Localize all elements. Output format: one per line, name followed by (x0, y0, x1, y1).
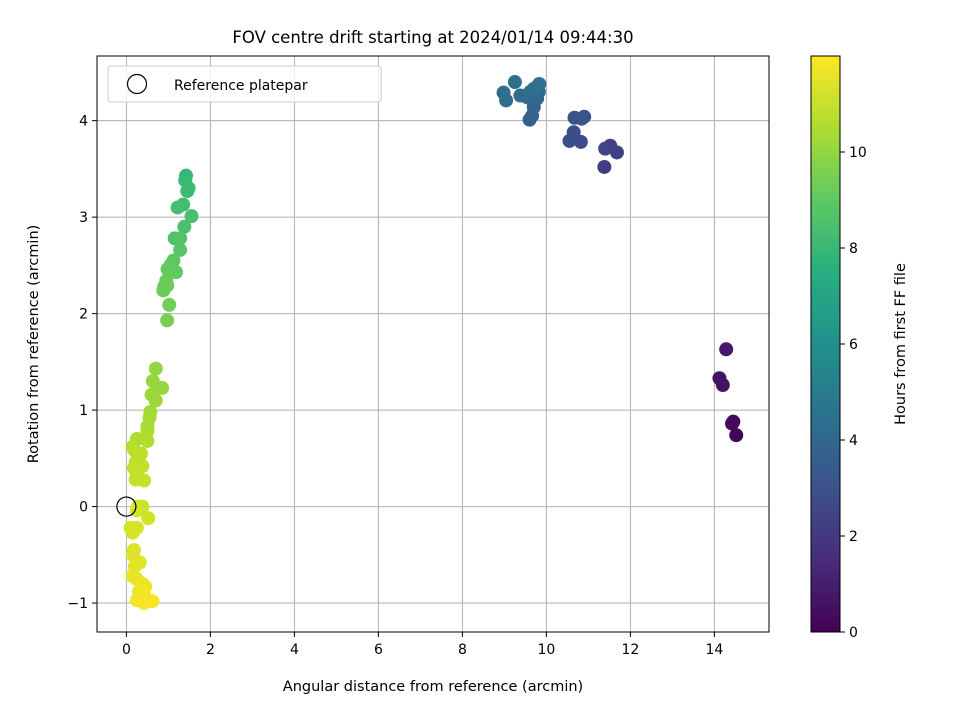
y-axis-ticks: −1 0 1 2 3 4 (67, 114, 97, 612)
x-tick-label: 14 (705, 642, 723, 658)
data-point (125, 525, 140, 540)
legend: Reference platepar (107, 65, 382, 103)
plot-frame (96, 55, 770, 633)
x-tick-label: 0 (122, 642, 131, 658)
chart-title: FOV centre drift starting at 2024/01/14 … (232, 28, 633, 47)
data-point (180, 184, 195, 199)
grid-lines (97, 56, 769, 632)
data-point (597, 159, 612, 174)
data-point (148, 361, 163, 376)
x-axis-label: Angular distance from reference (arcmin) (283, 679, 583, 695)
data-point (137, 596, 152, 611)
data-point (715, 378, 730, 393)
y-tick-label: 0 (79, 500, 88, 516)
y-tick-label: 2 (79, 307, 88, 323)
data-point (573, 134, 588, 149)
y-tick-label: 3 (79, 210, 88, 226)
y-axis-label: Rotation from reference (arcmin) (26, 225, 42, 464)
data-point (141, 511, 156, 526)
x-tick-label: 12 (621, 642, 639, 658)
data-point (574, 111, 589, 126)
colorbar-tick-label: 10 (849, 145, 867, 161)
legend-box (107, 65, 382, 103)
x-tick-label: 2 (206, 642, 215, 658)
data-point (177, 219, 192, 234)
colorbar-tick-label: 4 (849, 433, 858, 449)
data-point (148, 393, 163, 408)
data-point (496, 85, 511, 100)
data-point (725, 416, 740, 431)
y-tick-label: 4 (79, 114, 88, 130)
data-point (526, 81, 541, 96)
data-point (566, 125, 581, 140)
colorbar-tick-label: 2 (849, 529, 858, 545)
x-tick-label: 10 (537, 642, 555, 658)
colorbar: 0 2 4 6 8 10 Hours from first FF file (810, 55, 909, 641)
x-tick-label: 8 (458, 642, 467, 658)
x-tick-label: 4 (290, 642, 299, 658)
data-point (598, 141, 613, 156)
colorbar-tick-label: 6 (849, 337, 858, 353)
data-point (173, 231, 188, 246)
data-point (129, 503, 144, 518)
reference-platepar-marker (116, 496, 137, 517)
data-point (184, 209, 199, 224)
x-tick-label: 6 (374, 642, 383, 658)
legend-label: Reference platepar (174, 78, 308, 94)
y-tick-label: −1 (67, 596, 88, 612)
data-point (170, 200, 185, 215)
legend-marker-circle-icon (126, 73, 148, 95)
colorbar-tick-label: 0 (849, 625, 858, 641)
data-point (719, 342, 734, 357)
data-point (162, 297, 177, 312)
colorbar-label: Hours from first FF file (893, 263, 909, 425)
data-point (156, 283, 171, 298)
data-points (116, 75, 744, 611)
data-point (160, 262, 175, 277)
data-point (155, 380, 170, 395)
colorbar-gradient (810, 55, 841, 633)
y-tick-label: 1 (79, 403, 88, 419)
data-point (729, 428, 744, 443)
x-axis-ticks: 0 2 4 6 8 10 12 14 (122, 632, 723, 658)
data-point (140, 433, 155, 448)
data-point (507, 75, 522, 90)
colorbar-tick-label: 8 (849, 241, 858, 257)
data-point (173, 242, 188, 257)
data-point (128, 472, 143, 487)
colorbar-ticks: 0 2 4 6 8 10 (840, 145, 867, 641)
data-point (160, 313, 175, 328)
